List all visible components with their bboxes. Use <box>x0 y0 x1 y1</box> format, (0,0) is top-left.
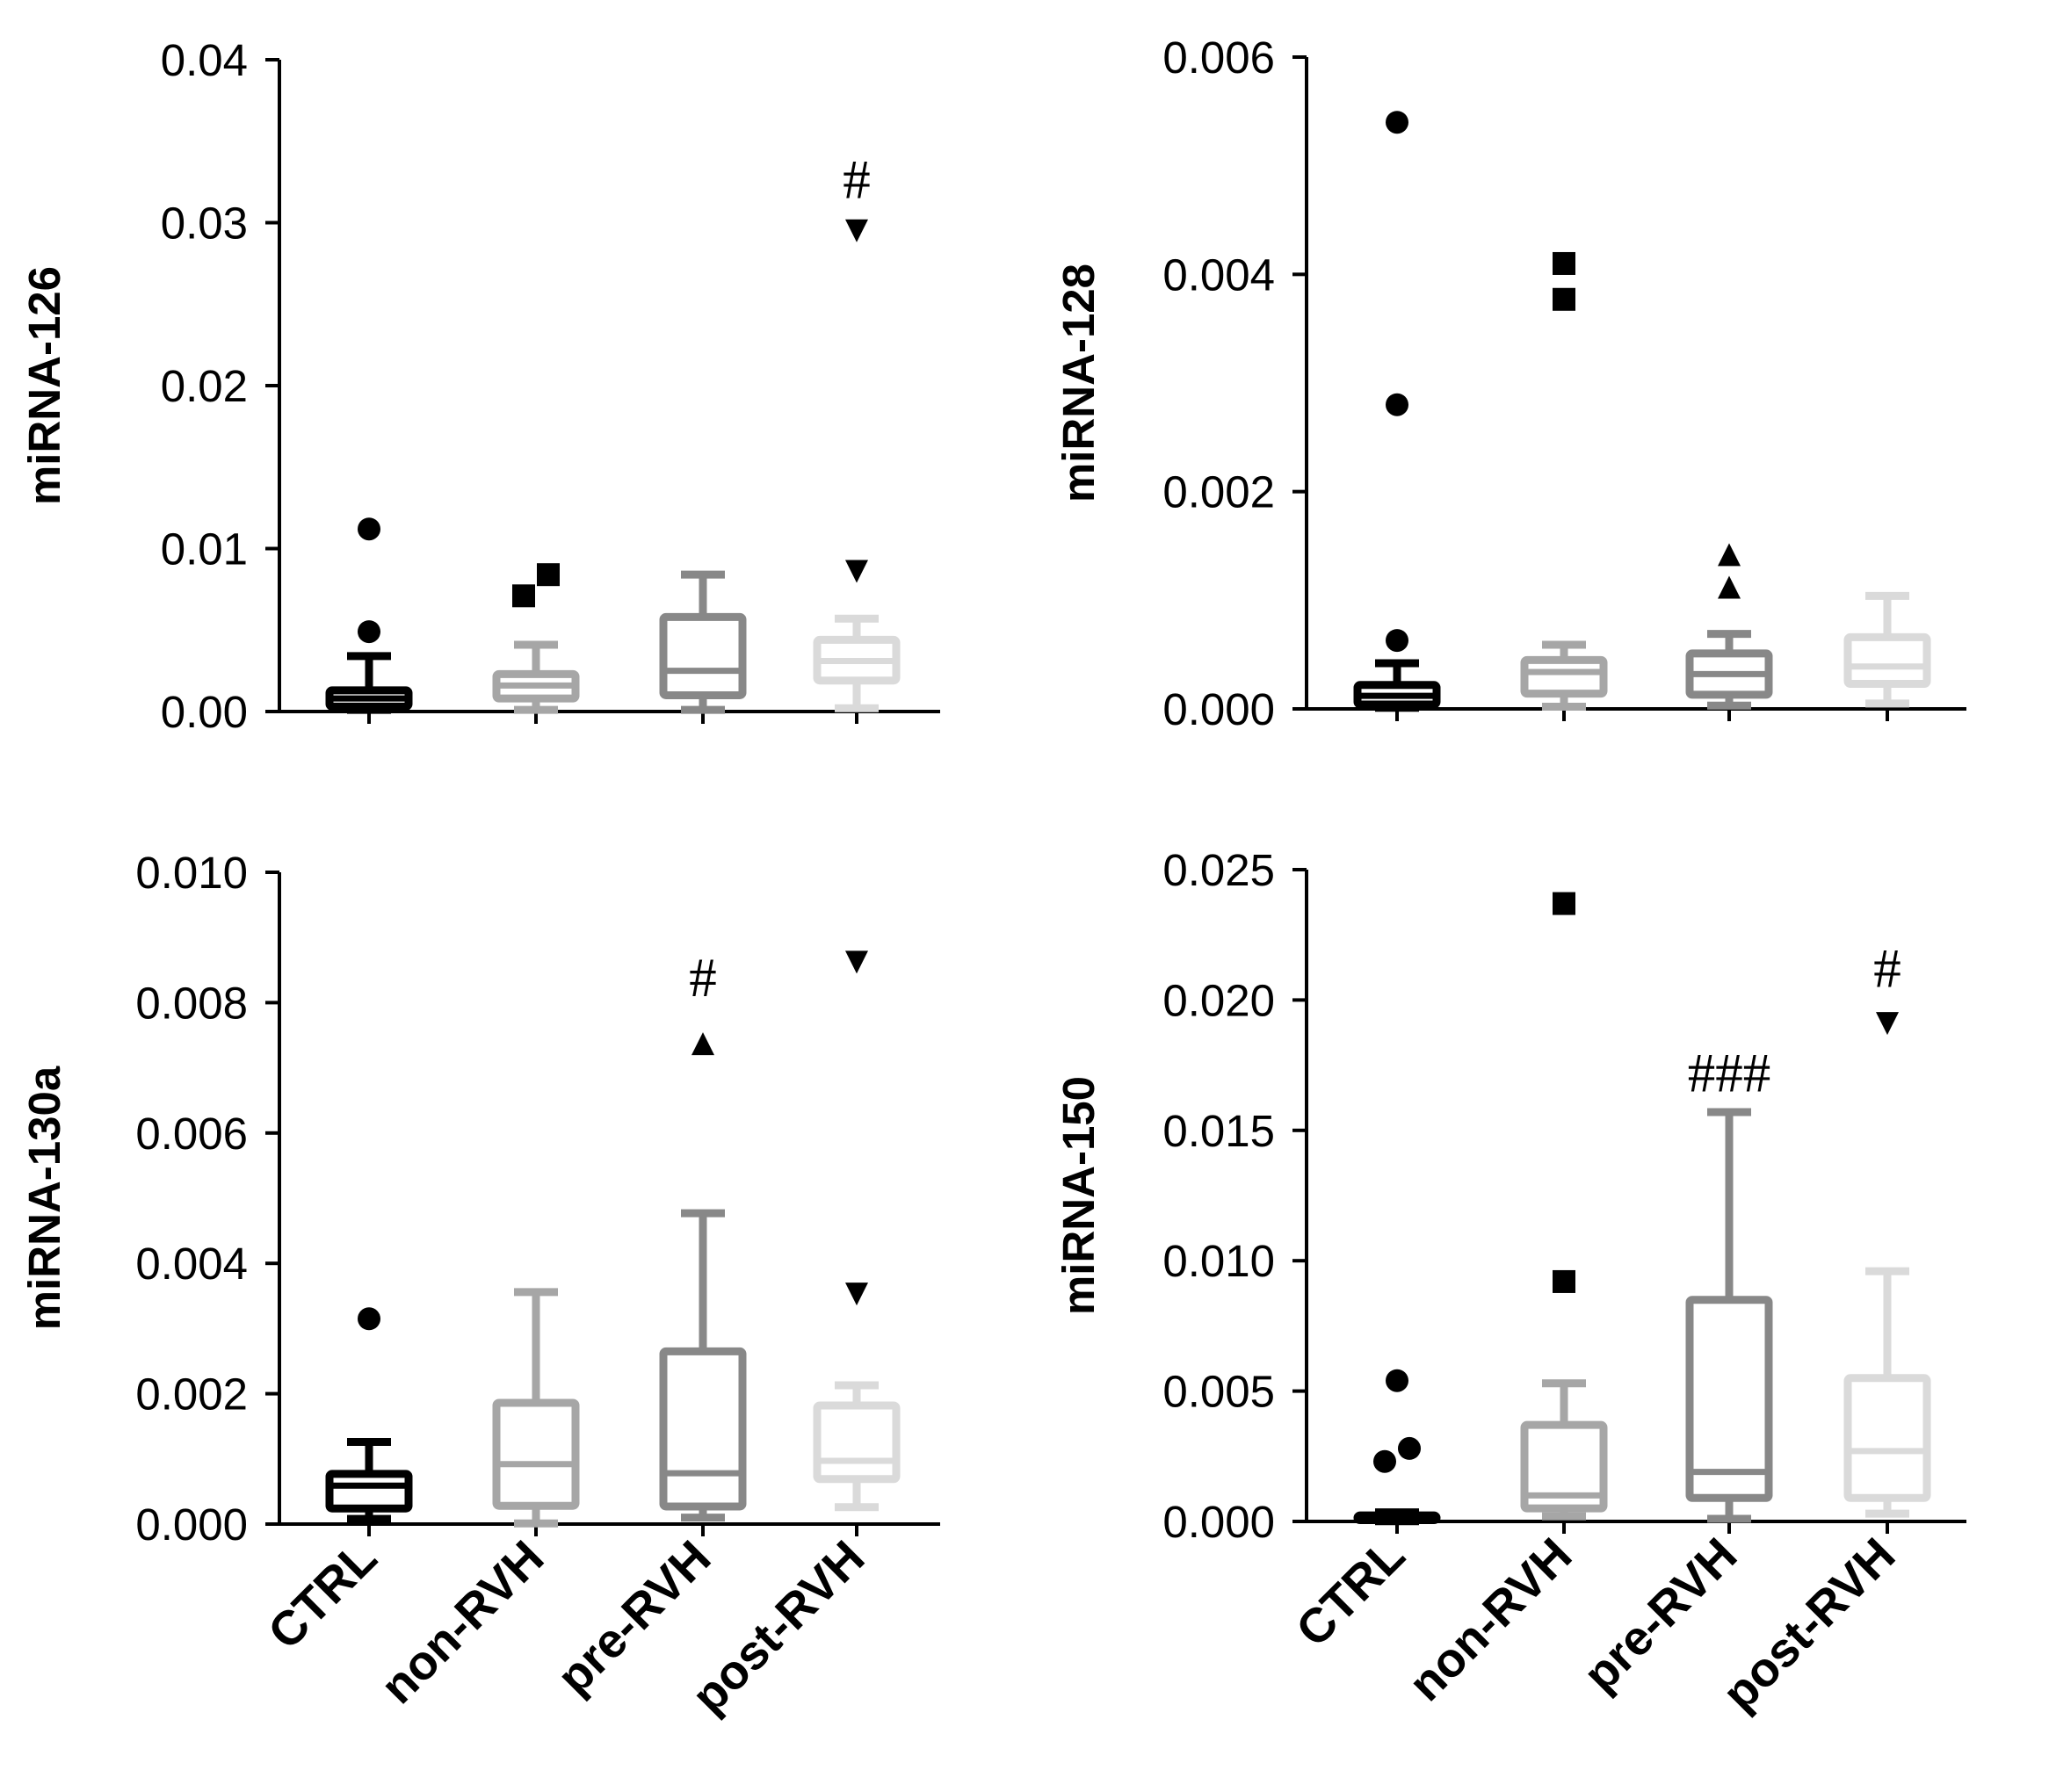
y-axis-title: miRNA-130a <box>19 1066 69 1330</box>
y-tick-label: 0.000 <box>135 1499 248 1550</box>
y-tick-label: 0.005 <box>1162 1367 1275 1417</box>
box-pre-RVH <box>659 570 747 714</box>
box-iqr <box>325 1470 413 1513</box>
box-iqr <box>492 1398 580 1510</box>
outlier-point <box>1373 1449 1396 1473</box>
x-category-label: non-RVH <box>1398 1528 1582 1711</box>
outlier-point <box>845 1283 868 1306</box>
y-axis-title: miRNA-150 <box>1053 1076 1104 1315</box>
y-tick-label: 0.006 <box>135 1109 248 1159</box>
box-iqr <box>1520 1420 1608 1513</box>
outlier-point <box>1553 251 1575 275</box>
y-tick-label: 0.020 <box>1162 975 1275 1025</box>
x-category-label: post-RVH <box>1712 1528 1905 1721</box>
y-tick-label: 0.00 <box>161 687 248 737</box>
y-tick-label: 0.004 <box>1162 249 1275 300</box>
y-tick-label: 0.04 <box>161 35 248 85</box>
outlier-point <box>1386 1369 1408 1392</box>
outlier-point <box>845 560 868 583</box>
y-axis-title: miRNA-128 <box>1053 264 1104 502</box>
x-category-label: CTRL <box>1285 1528 1415 1658</box>
y-tick-label: 0.000 <box>1162 1497 1275 1547</box>
outlier-point <box>1386 629 1408 653</box>
outlier-point <box>358 620 380 644</box>
box-non-RVH <box>492 563 580 714</box>
outlier-point <box>1386 111 1408 134</box>
panel-miRNA-128: 0.000 0.002 0.004 0.006 miRNA-128 <box>1053 33 1966 734</box>
box-pre-RVH <box>1685 1108 1773 1523</box>
box-post-RVH <box>1843 591 1931 708</box>
y-tick-label: 0.03 <box>161 199 248 249</box>
box-CTRL <box>325 1307 413 1523</box>
significance-annotation: # <box>843 149 871 211</box>
panel-miRNA-126: 0.00 0.01 0.02 0.03 0.04 miRNA-126 # <box>19 35 940 737</box>
y-tick-label: 0.008 <box>135 978 248 1028</box>
y-tick-label: 0.02 <box>161 361 248 411</box>
box-iqr <box>1843 1374 1931 1502</box>
panel-miRNA-150: 0.000 0.005 0.010 0.015 0.020 0.025 miRNA-150 #… <box>1053 845 1966 1721</box>
y-tick-label: 0.015 <box>1162 1106 1275 1156</box>
y-tick-label: 0.002 <box>135 1369 248 1420</box>
outlier-point <box>691 1032 714 1056</box>
outlier-point <box>358 1307 380 1331</box>
y-tick-label: 0.01 <box>161 524 248 574</box>
box-CTRL <box>1353 111 1441 712</box>
outlier-point <box>1553 1269 1575 1293</box>
box-post-RVH <box>813 219 901 712</box>
y-tick-label: 0.004 <box>135 1239 248 1289</box>
significance-annotation: # <box>1873 938 1901 1000</box>
box-post-RVH <box>813 950 901 1512</box>
box-non-RVH <box>1520 892 1608 1521</box>
box-iqr <box>813 1401 901 1484</box>
outlier-point <box>845 219 868 242</box>
outlier-point <box>1386 393 1408 416</box>
box-non-RVH <box>1520 251 1608 712</box>
significance-annotation: # <box>689 947 717 1008</box>
box-iqr <box>1520 655 1608 698</box>
y-tick-label: 0.025 <box>1162 845 1275 895</box>
outlier-point <box>1553 287 1575 311</box>
box-CTRL <box>1353 1369 1441 1526</box>
y-tick-label: 0.010 <box>1162 1236 1275 1286</box>
outlier-point <box>1718 575 1741 599</box>
box-iqr <box>1843 632 1931 689</box>
outlier-point <box>512 584 535 608</box>
box-iqr <box>1685 1296 1773 1502</box>
y-axis-title: miRNA-126 <box>19 266 69 505</box>
y-tick-label: 0.010 <box>135 848 248 898</box>
outlier-point <box>1398 1436 1421 1460</box>
box-pre-RVH <box>659 1032 747 1522</box>
outlier-point <box>845 950 868 974</box>
significance-annotation: ### <box>1688 1042 1771 1103</box>
box-iqr <box>659 1347 747 1511</box>
outlier-point <box>1876 1012 1899 1036</box>
outlier-point <box>358 517 380 541</box>
box-iqr <box>659 612 747 699</box>
box-post-RVH <box>1843 1012 1931 1518</box>
x-category-label: non-RVH <box>370 1530 554 1714</box>
x-category-label: CTRL <box>257 1530 387 1660</box>
box-CTRL <box>325 517 413 714</box>
box-pre-RVH <box>1685 543 1773 710</box>
outlier-point <box>1553 892 1575 915</box>
box-non-RVH <box>492 1288 580 1528</box>
panel-miRNA-130a: 0.000 0.002 0.004 0.006 0.008 0.010 miRNA-130a… <box>19 848 940 1723</box>
y-tick-label: 0.000 <box>1162 684 1275 734</box>
outlier-point <box>537 563 560 587</box>
outlier-point <box>1718 543 1741 567</box>
y-tick-label: 0.006 <box>1162 33 1275 83</box>
y-tick-label: 0.002 <box>1162 467 1275 517</box>
